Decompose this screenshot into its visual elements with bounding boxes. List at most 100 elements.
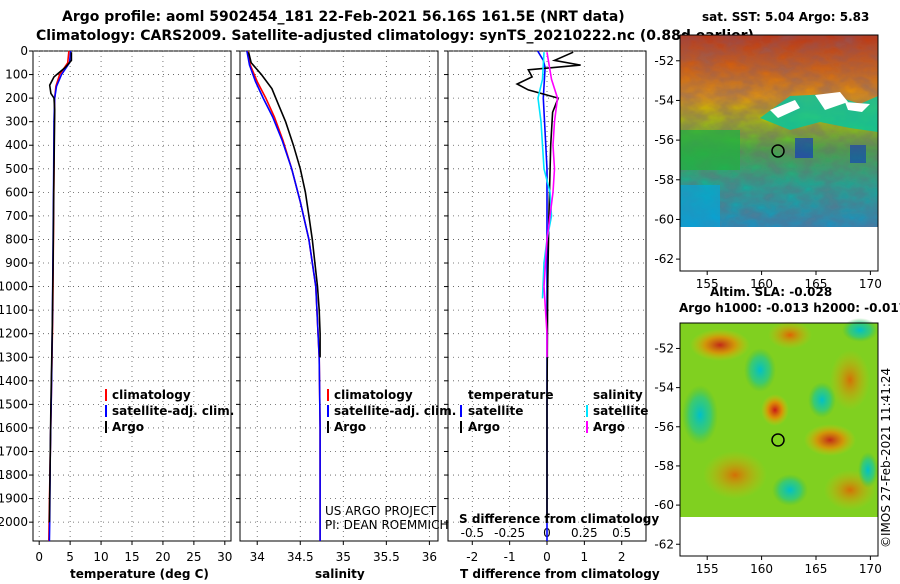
series-group (246, 51, 321, 541)
x-tick-label: -2 (466, 550, 478, 564)
header-line2: Climatology: CARS2009. Satellite-adjuste… (36, 28, 754, 44)
map-x-tick-label: 160 (750, 277, 773, 291)
salinity-axis-label: salinity (315, 567, 365, 580)
legend-swatch-satellite (105, 405, 107, 417)
y-tick-label: 600 (5, 185, 28, 199)
sla-map-title: Altim. SLA: -0.028 (710, 285, 832, 299)
y-tick-label: 2000 (0, 515, 28, 529)
x-tick-label: 34 (250, 550, 265, 564)
temperature-axis-label: temperature (deg C) (70, 567, 209, 580)
y-tick-label: 300 (5, 115, 28, 129)
map-x-tick-label: 155 (696, 562, 719, 576)
series-line-climatology (246, 51, 321, 541)
y-tick-label: 1500 (0, 397, 28, 411)
legend-title-temperature: temperature (468, 388, 553, 402)
legend-label-s-argo: Argo (593, 420, 625, 434)
legend-swatch-t-argo (460, 421, 462, 433)
salinity-plot: 34 34.5 35 35.5 36 (236, 50, 438, 564)
series-line-t-argo (515, 51, 581, 523)
map-x-tick-label: 170 (859, 277, 882, 291)
s-tick-label: -0.5 (461, 526, 484, 540)
legend-swatch-argo (105, 421, 107, 433)
t-difference-axis-label: T difference from climatology (460, 567, 660, 580)
x-tick-label: 35.5 (373, 550, 400, 564)
sla-map-image (680, 318, 878, 517)
s-difference-axis-label: S difference from climatology (459, 512, 659, 526)
map-y-tick-label: -62 (654, 537, 674, 551)
series-group (515, 51, 581, 541)
legend-swatch-satellite (327, 405, 329, 417)
series-line-satellite-adj-clim- (246, 51, 321, 541)
s-tick-label: 0.25 (571, 526, 598, 540)
legend-label-t-argo: Argo (468, 420, 500, 434)
y-tick-label: 500 (5, 162, 28, 176)
pi-credit: PI: DEAN ROEMMICH (325, 518, 448, 532)
x-tick-label: 2 (618, 550, 626, 564)
sst-map-white-region (680, 227, 878, 271)
x-tick-label: 15 (124, 550, 139, 564)
map-y-tick-label: -54 (654, 93, 674, 107)
map-x-tick-label: 165 (805, 562, 828, 576)
header-line1: Argo profile: aoml 5902454_181 22-Feb-20… (62, 9, 625, 25)
map-y-tick-label: -54 (654, 381, 674, 395)
y-tick-label: 1200 (0, 327, 28, 341)
salinity-plot-frame (239, 50, 439, 542)
y-tick-label: 800 (5, 232, 28, 246)
x-tick-label: 1 (581, 550, 589, 564)
y-tick-label: 700 (5, 209, 28, 223)
timestamp-stamp: ©IMOS 27-Feb-2021 11:41:24 (879, 368, 893, 548)
legend-swatch-s-argo (586, 421, 588, 433)
map-y-tick-label: -56 (654, 420, 674, 434)
x-tick-label: 20 (155, 550, 170, 564)
sst-map-frame (679, 34, 879, 272)
map-y-tick-label: -58 (654, 459, 674, 473)
sst-map-image (680, 35, 878, 227)
legend-label-satellite: satellite-adj. clim. (334, 404, 456, 418)
series-line-s-argo (543, 52, 559, 358)
sst-map-axes: 155 160 165 170 -52 -54 -56 -58 -60 -62 (654, 54, 881, 291)
x-tick-label: 36 (422, 550, 437, 564)
legend-swatch-argo (327, 421, 329, 433)
salinity-legend: climatology satellite-adj. clim. Argo (327, 388, 456, 434)
y-tick-label: 100 (5, 68, 28, 82)
map-y-tick-label: -58 (654, 173, 674, 187)
legend-swatch-s-satellite (586, 405, 588, 417)
sla-map-frame (679, 322, 879, 557)
temperature-legend: climatology satellite-adj. clim. Argo (105, 388, 234, 434)
x-tick-label: 34.5 (287, 550, 314, 564)
map-y-tick-label: -52 (654, 54, 674, 68)
map-y-tick-label: -62 (654, 252, 674, 266)
legend-label-argo: Argo (112, 420, 144, 434)
sst-argo-marker (771, 144, 785, 158)
legend-swatch-climatology (327, 389, 329, 401)
x-tick-label: 10 (93, 550, 108, 564)
legend-label-argo: Argo (334, 420, 366, 434)
map-x-tick-label: 170 (859, 562, 882, 576)
x-tick-label: -1 (504, 550, 516, 564)
map-y-tick-label: -60 (654, 212, 674, 226)
y-tick-label: 1100 (0, 303, 28, 317)
legend-swatch-climatology (105, 389, 107, 401)
s-tick-label: -0.25 (494, 526, 525, 540)
sla-argo-marker (771, 433, 785, 447)
series-line-climatology (48, 51, 70, 541)
y-tick-label: 900 (5, 256, 28, 270)
x-tick-label: 25 (186, 550, 201, 564)
sst-map-title: sat. SST: 5.04 Argo: 5.83 (702, 10, 869, 24)
difference-plot: -2 -1 0 1 2-0.5 -0.25 0 0.25 0.5 (444, 50, 646, 564)
difference-legend: temperature satellite Argo salinity sate… (460, 388, 648, 434)
temperature-plot: 0 5 10 15 20 25 300100200300400500600700800900… (0, 44, 232, 564)
s-tick-label: 0.5 (612, 526, 631, 540)
legend-label-satellite: satellite-adj. clim. (112, 404, 234, 418)
map-y-tick-label: -52 (654, 341, 674, 355)
map-y-tick-label: -56 (654, 133, 674, 147)
legend-label-climatology: climatology (112, 388, 191, 402)
map-x-tick-label: 165 (805, 277, 828, 291)
sla-map-white-region (680, 517, 878, 556)
y-tick-label: 1600 (0, 421, 28, 435)
map-y-tick-label: -60 (654, 498, 674, 512)
x-tick-label: 35 (336, 550, 351, 564)
y-tick-label: 1400 (0, 374, 28, 388)
map-x-tick-label: 160 (750, 562, 773, 576)
